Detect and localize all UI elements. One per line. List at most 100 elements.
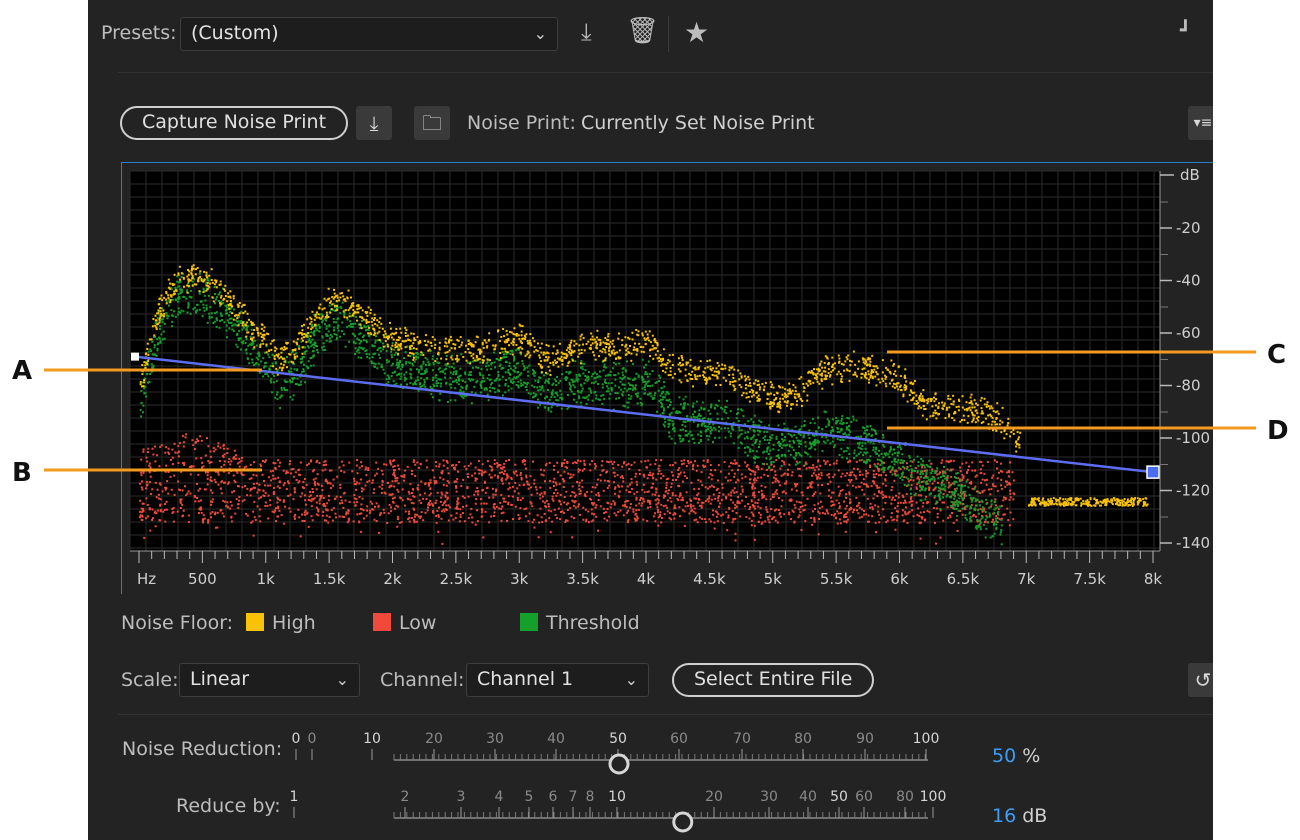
low-noise-point — [717, 464, 720, 467]
threshold-point — [403, 373, 406, 376]
threshold-point — [621, 393, 624, 396]
threshold-point — [516, 362, 519, 365]
threshold-point — [678, 396, 681, 399]
threshold-point — [817, 416, 819, 419]
low-noise-point — [494, 493, 497, 496]
threshold-point — [895, 474, 898, 477]
low-noise-point — [390, 463, 393, 466]
threshold-point — [778, 457, 781, 460]
threshold-point — [857, 446, 860, 449]
threshold-point — [432, 379, 434, 382]
threshold-point — [669, 419, 672, 422]
threshold-point — [939, 497, 942, 500]
low-noise-point — [199, 506, 202, 509]
low-noise-point — [820, 474, 823, 477]
low-noise-point — [330, 469, 333, 472]
low-noise-point — [932, 507, 935, 509]
low-noise-point — [921, 466, 924, 469]
low-noise-point — [917, 494, 920, 497]
low-noise-point — [703, 466, 705, 468]
threshold-point — [310, 364, 312, 367]
low-noise-point — [282, 484, 285, 487]
low-noise-point — [554, 481, 557, 484]
low-noise-point — [244, 485, 246, 487]
threshold-point — [760, 421, 763, 423]
threshold-point — [692, 402, 695, 405]
low-noise-point — [691, 465, 694, 468]
threshold-point — [618, 362, 621, 365]
low-noise-point — [285, 472, 288, 475]
threshold-point — [781, 454, 784, 456]
save-noise-print-icon[interactable]: ⤓ — [356, 106, 392, 140]
save-preset-icon[interactable]: ⤓ — [581, 18, 592, 46]
threshold-point — [150, 370, 153, 373]
low-noise-point — [727, 516, 730, 519]
low-noise-point — [806, 497, 809, 500]
low-noise-point — [551, 520, 554, 523]
threshold-point — [782, 440, 785, 443]
low-noise-point — [823, 459, 826, 462]
open-folder-icon[interactable]: 🗀 — [414, 106, 450, 140]
threshold-point — [658, 374, 661, 377]
threshold-point — [357, 356, 360, 359]
low-noise-point — [692, 463, 695, 466]
low-noise-point — [531, 505, 534, 508]
low-noise-point — [500, 479, 503, 482]
routing-icon[interactable]: ┛ — [1180, 20, 1191, 41]
threshold-point — [707, 438, 710, 441]
threshold-point — [516, 375, 519, 378]
threshold-point — [710, 404, 713, 407]
threshold-point — [901, 473, 904, 476]
low-noise-point — [318, 462, 321, 464]
threshold-point — [646, 373, 649, 376]
low-noise-point — [588, 463, 591, 466]
capture-noise-print-button[interactable]: Capture Noise Print — [120, 106, 349, 140]
threshold-point — [515, 349, 518, 352]
low-noise-point — [209, 476, 212, 479]
threshold-point — [853, 452, 856, 455]
threshold-point — [583, 396, 586, 399]
low-noise-point — [223, 463, 226, 466]
low-noise-point — [695, 469, 698, 472]
low-noise-point — [155, 496, 158, 499]
low-noise-point — [671, 479, 674, 482]
threshold-point — [709, 426, 712, 429]
low-noise-point — [660, 517, 663, 519]
low-noise-point — [722, 493, 725, 496]
threshold-point — [814, 438, 817, 441]
low-noise-point — [975, 474, 978, 477]
threshold-point — [597, 375, 600, 378]
low-noise-point — [865, 483, 868, 486]
low-noise-point — [194, 440, 197, 443]
threshold-point — [365, 329, 367, 332]
low-noise-point — [694, 460, 697, 463]
star-icon[interactable]: ★ — [684, 16, 710, 49]
threshold-point — [866, 451, 869, 454]
panel-menu-icon[interactable]: ▾≡ — [1188, 106, 1213, 140]
low-noise-point — [848, 491, 851, 494]
low-noise-point — [460, 485, 463, 488]
threshold-point — [289, 379, 291, 382]
noise-spectrum-graph[interactable]: dB -20 -40 -60 -80 -100 -120 -140 Hz 500 1k 1.5k 2k 2… — [121, 162, 1213, 595]
threshold-point — [580, 366, 582, 369]
low-noise-point — [567, 502, 569, 505]
low-noise-point — [726, 529, 729, 532]
low-noise-point — [761, 521, 764, 524]
low-noise-point — [954, 488, 956, 491]
low-noise-point — [845, 496, 847, 499]
threshold-point — [346, 318, 349, 321]
threshold-point — [574, 360, 577, 363]
presets-dropdown[interactable]: (Custom) ⌄ — [180, 17, 558, 51]
low-noise-point — [433, 482, 436, 485]
low-noise-point — [267, 476, 270, 479]
threshold-point — [229, 322, 232, 324]
threshold-point — [159, 341, 162, 344]
trash-icon[interactable]: 🗑 — [626, 16, 660, 46]
threshold-point — [782, 444, 785, 447]
threshold-point — [832, 428, 834, 431]
threshold-point — [948, 484, 951, 487]
threshold-point — [366, 355, 369, 358]
threshold-point — [941, 474, 944, 477]
low-noise-point — [816, 476, 819, 479]
